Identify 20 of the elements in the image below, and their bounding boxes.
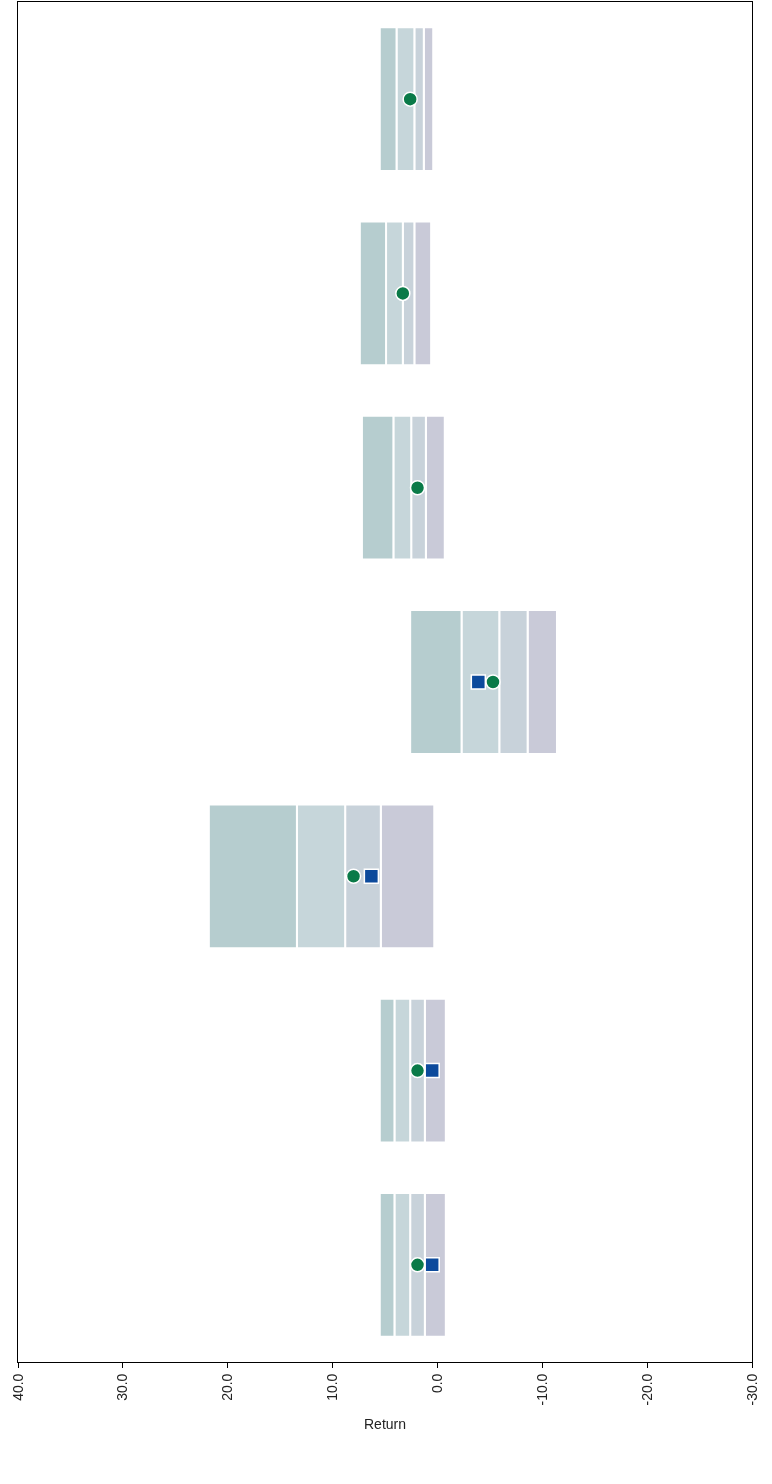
x-tick-label: -30.0 xyxy=(743,1373,760,1406)
point xyxy=(395,285,411,302)
x-tick-label: 0.0 xyxy=(428,1373,445,1394)
point xyxy=(424,1257,440,1273)
point xyxy=(409,1062,426,1079)
x-tick-label: 10.0 xyxy=(324,1373,341,1401)
x-tick-label: 20.0 xyxy=(219,1373,236,1401)
point xyxy=(485,674,501,690)
point xyxy=(363,868,380,885)
point xyxy=(402,91,418,107)
x-tick-label: 30.0 xyxy=(114,1373,131,1401)
point xyxy=(470,674,487,690)
x-axis-title: Return xyxy=(363,1415,407,1432)
point xyxy=(345,868,362,885)
point xyxy=(424,1062,440,1079)
point xyxy=(409,479,426,496)
x-tick-label: 40.0 xyxy=(9,1373,26,1401)
point xyxy=(409,1257,426,1273)
x-tick-label: -10.0 xyxy=(533,1373,550,1406)
x-tick-label: -20.0 xyxy=(638,1373,655,1406)
